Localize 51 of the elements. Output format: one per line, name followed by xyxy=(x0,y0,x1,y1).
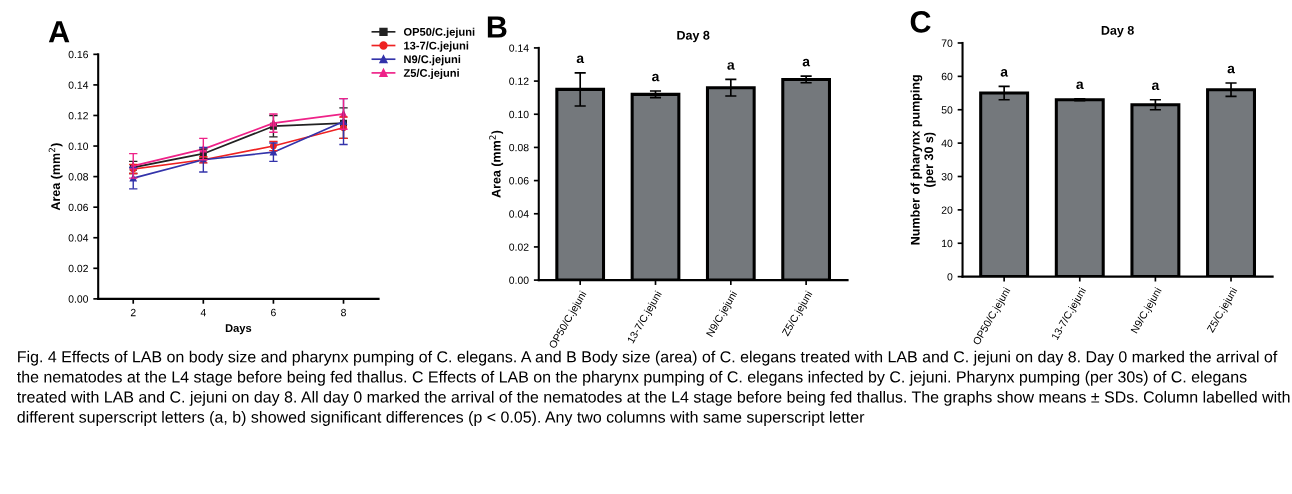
y-tick-label: 40 xyxy=(941,139,953,147)
y-tick-label: 0.12 xyxy=(68,111,88,120)
y-tick-label: 0.02 xyxy=(68,264,88,273)
x-tick-label: 2 xyxy=(130,308,136,317)
y-axis-title: Area (mm$^{2}$) xyxy=(489,130,504,198)
y-tick-label: 0.04 xyxy=(509,210,529,218)
text: A xyxy=(48,21,70,43)
annotation: a xyxy=(802,58,811,67)
legend-label: N9/C.jejuni xyxy=(404,55,461,66)
y-tick-label: 70 xyxy=(941,39,953,47)
x-tick-label: 4 xyxy=(200,308,206,317)
y-tick-label: 0.14 xyxy=(68,81,89,89)
y-axis-title: Area (mm$^{2}$) xyxy=(48,143,63,211)
y-tick-label: 0.08 xyxy=(68,173,89,181)
y-axis-title: Number of pharynx pumping (per 30 s) xyxy=(910,75,936,245)
y-tick-label: 20 xyxy=(941,206,953,214)
annotation: a xyxy=(1151,82,1160,91)
x-axis-title: Days xyxy=(225,324,252,335)
x-tick-label: 8 xyxy=(341,308,346,317)
y-tick-label: 0.06 xyxy=(68,203,89,212)
chart-title: Day 8 xyxy=(677,30,710,43)
legend-label: OP50/C.jejuni xyxy=(403,27,475,39)
y-tick-label: 0.10 xyxy=(509,110,529,119)
annotation: a xyxy=(1076,81,1084,90)
annotation: a xyxy=(576,55,585,64)
annotation: a xyxy=(1227,65,1235,74)
y-tick-label: 0.06 xyxy=(509,177,529,185)
text: B xyxy=(487,16,507,38)
legend-label: Z5/C.jejuni xyxy=(403,68,459,80)
y-tick-label: 0.12 xyxy=(509,77,529,85)
y-tick-label: 0.16 xyxy=(68,50,89,59)
caption: Fig. 4 Effects of LAB on body size and pharynx pumping of C. elegans. A and B Body size (area) of C. elegans treated with LAB and C. jejuni on day 8. Day 0 marked the arrival of the nematodes at the L4 stage before being fed thallus. C Effects of LAB on the pharynx pumping of C. elegans infected by C. jejuni. Pharynx pumping (per 30s) of C. elegans treated with LAB and C. jejuni on day 8. All day 0 marked the arrival of the nematodes at the L4 stage before being fed thallus. The graphs show means ± SDs. Column labelled with different superscript letters (a, b) showed significant differences (p < 0.05). Any two columns with same superscript letter xyxy=(17,350,1290,426)
y-tick-label: 0.04 xyxy=(68,234,89,242)
legend-label: 13-7/C.jejuni xyxy=(404,41,469,52)
y-tick-label: 0.02 xyxy=(509,243,529,251)
y-tick-label: 0.10 xyxy=(68,142,89,150)
text: C xyxy=(910,11,931,33)
x-tick-label: 6 xyxy=(271,308,276,317)
y-tick-label: 50 xyxy=(941,106,953,114)
chart-title: Day 8 xyxy=(1101,25,1134,38)
y-tick-label: 30 xyxy=(941,173,953,181)
y-tick-label: 0.00 xyxy=(68,295,89,303)
y-tick-label: 0.14 xyxy=(509,44,529,52)
annotation: a xyxy=(652,73,660,82)
y-tick-label: 60 xyxy=(941,72,953,81)
annotation: a xyxy=(1000,69,1009,77)
y-tick-label: 0.08 xyxy=(509,143,529,152)
y-tick-label: 0.00 xyxy=(509,276,529,284)
y-tick-label: 10 xyxy=(942,239,953,248)
annotation: a xyxy=(727,62,735,70)
y-tick-label: 0 xyxy=(947,273,953,281)
